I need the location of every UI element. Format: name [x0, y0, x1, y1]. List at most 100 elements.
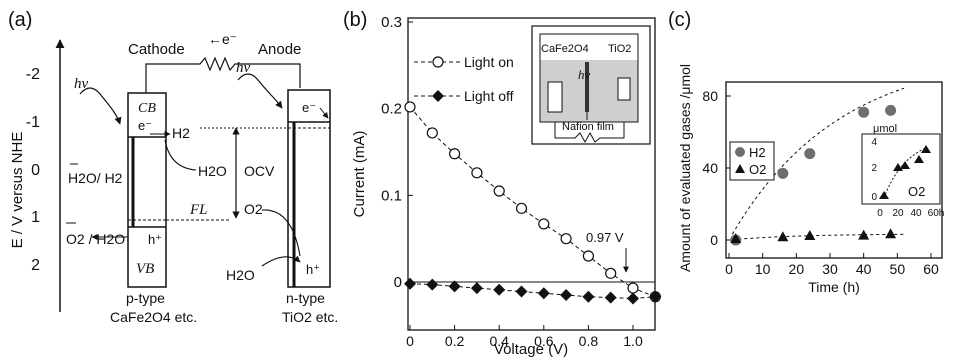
panel-c-label: (c) [668, 9, 691, 31]
inset-x-tick: 0 [877, 208, 883, 219]
electron-arrow [319, 107, 329, 119]
anode-label: Anode [258, 41, 301, 58]
legend-marker-light-on [432, 56, 444, 68]
inset-point [914, 155, 924, 163]
electrode-right [617, 77, 631, 101]
nafion-membrane [585, 62, 589, 112]
inset-x-tick: 20 [892, 208, 904, 219]
p-type-label: p-type [126, 290, 165, 306]
legend-marker-light-off [432, 90, 444, 102]
ocv-label: OCV [244, 163, 275, 179]
point-light-on [605, 267, 617, 279]
y-axis-label-c: Amount of evaluated gases /μmol [677, 64, 693, 272]
x-tick-label: 0 [406, 333, 414, 349]
y-tick-label: 0.2 [381, 101, 402, 118]
point-h2 [777, 167, 789, 179]
photon-arrow [237, 73, 283, 109]
inset-x-tick: 60h [928, 208, 945, 219]
fl-label: FL [189, 202, 208, 218]
external-circuit [145, 56, 301, 93]
point-light-on [582, 250, 595, 262]
point-h2 [804, 148, 816, 160]
electron-label: e⁻ [138, 118, 152, 133]
inset-point [900, 161, 910, 169]
point-o2 [777, 231, 789, 242]
o2-inset: μmol O2 0 2 4 0 20 40 60h [861, 123, 945, 219]
plot-frame-c [725, 81, 943, 259]
y-axis-label-b: Current (mA) [351, 131, 368, 218]
inset-x-tick: 40 [910, 208, 922, 219]
electrode-left [547, 81, 563, 113]
point-light-off [515, 285, 528, 298]
plot-frame-b [407, 17, 656, 331]
point-light-on [471, 167, 483, 179]
tick-label: 2 [31, 257, 40, 274]
inset-frame-c [861, 133, 941, 205]
inset-point [879, 191, 889, 199]
vb-label: VB [136, 261, 154, 277]
point-h2 [885, 104, 897, 116]
point-light-on [426, 127, 438, 139]
x-tick-label: 0 [725, 261, 733, 277]
point-light-off [582, 290, 595, 303]
marks-b [404, 101, 662, 305]
o2-label: O2 [244, 201, 263, 217]
legend-h2: H2 [749, 145, 766, 160]
x-axis-label-c: Time (h) [808, 279, 860, 295]
panel-b-label: (b) [343, 9, 367, 31]
x-tick-label: 50 [890, 261, 906, 277]
oxidation-path [261, 209, 301, 257]
n-material-label: TiO2 etc. [282, 309, 338, 325]
h2-label: H2 [172, 125, 190, 141]
legend-c: H2 O2 [729, 141, 775, 181]
cell-body [539, 33, 639, 123]
h2o-label: H2O [198, 163, 227, 179]
tick-label: -2 [26, 66, 40, 83]
point-light-on [493, 185, 505, 197]
inset-y-tick: 2 [871, 163, 877, 174]
y-tick-label: 40 [702, 160, 718, 176]
point-light-on [449, 148, 461, 160]
cb-label: CB [138, 101, 156, 116]
n-type-label: n-type [286, 290, 325, 306]
inset-left-label: CaFe2O4 [541, 43, 589, 55]
panel-a: (a) E / V versus NHE -2 -1 0 1 2 H2O/ H2… [8, 9, 338, 325]
x-tick-label: 0.4 [489, 333, 509, 349]
legend-marker-h2 [735, 147, 745, 157]
tick-label: -1 [26, 114, 40, 131]
cell-inset: CaFe2O4 TiO2 hν Nafion film [531, 25, 651, 145]
point-light-off [493, 283, 506, 296]
x-axis-label-b: Voltage (V) [494, 341, 568, 358]
inset-right-label: TiO2 [608, 43, 631, 55]
x-tick-label: 10 [755, 261, 771, 277]
legend-light-off: Light off [464, 88, 514, 104]
y-tick-label: 0.1 [381, 187, 402, 204]
inset-y-tick: 0 [871, 192, 877, 203]
marks-c [730, 87, 905, 246]
inset-legend: O2 [908, 184, 925, 199]
reaction-path [164, 139, 197, 171]
point-light-off [537, 287, 550, 300]
point-light-off [627, 292, 639, 305]
ref-h2o-h2: H2O/ H2 [68, 170, 123, 186]
point-light-off [560, 289, 573, 301]
point-light-on [538, 218, 550, 230]
inset-point [921, 145, 931, 153]
y-tick-label: 0 [710, 232, 718, 248]
x-tick-label: 20 [789, 261, 805, 277]
point-light-on [627, 282, 639, 294]
point-light-on [560, 233, 572, 245]
point-light-off [470, 282, 483, 295]
x-tick-label: 0.8 [579, 333, 599, 349]
inset-circuit [554, 122, 625, 144]
x-tick-label: 1.0 [623, 333, 643, 349]
oxidation-arrow [261, 255, 301, 267]
x-tick-label: 30 [822, 261, 838, 277]
voc-annotation: 0.97 V [586, 230, 624, 245]
fit-curve-h2 [731, 87, 905, 235]
point-light-off [448, 280, 461, 293]
p-material-label: CaFe2O4 etc. [110, 309, 197, 325]
